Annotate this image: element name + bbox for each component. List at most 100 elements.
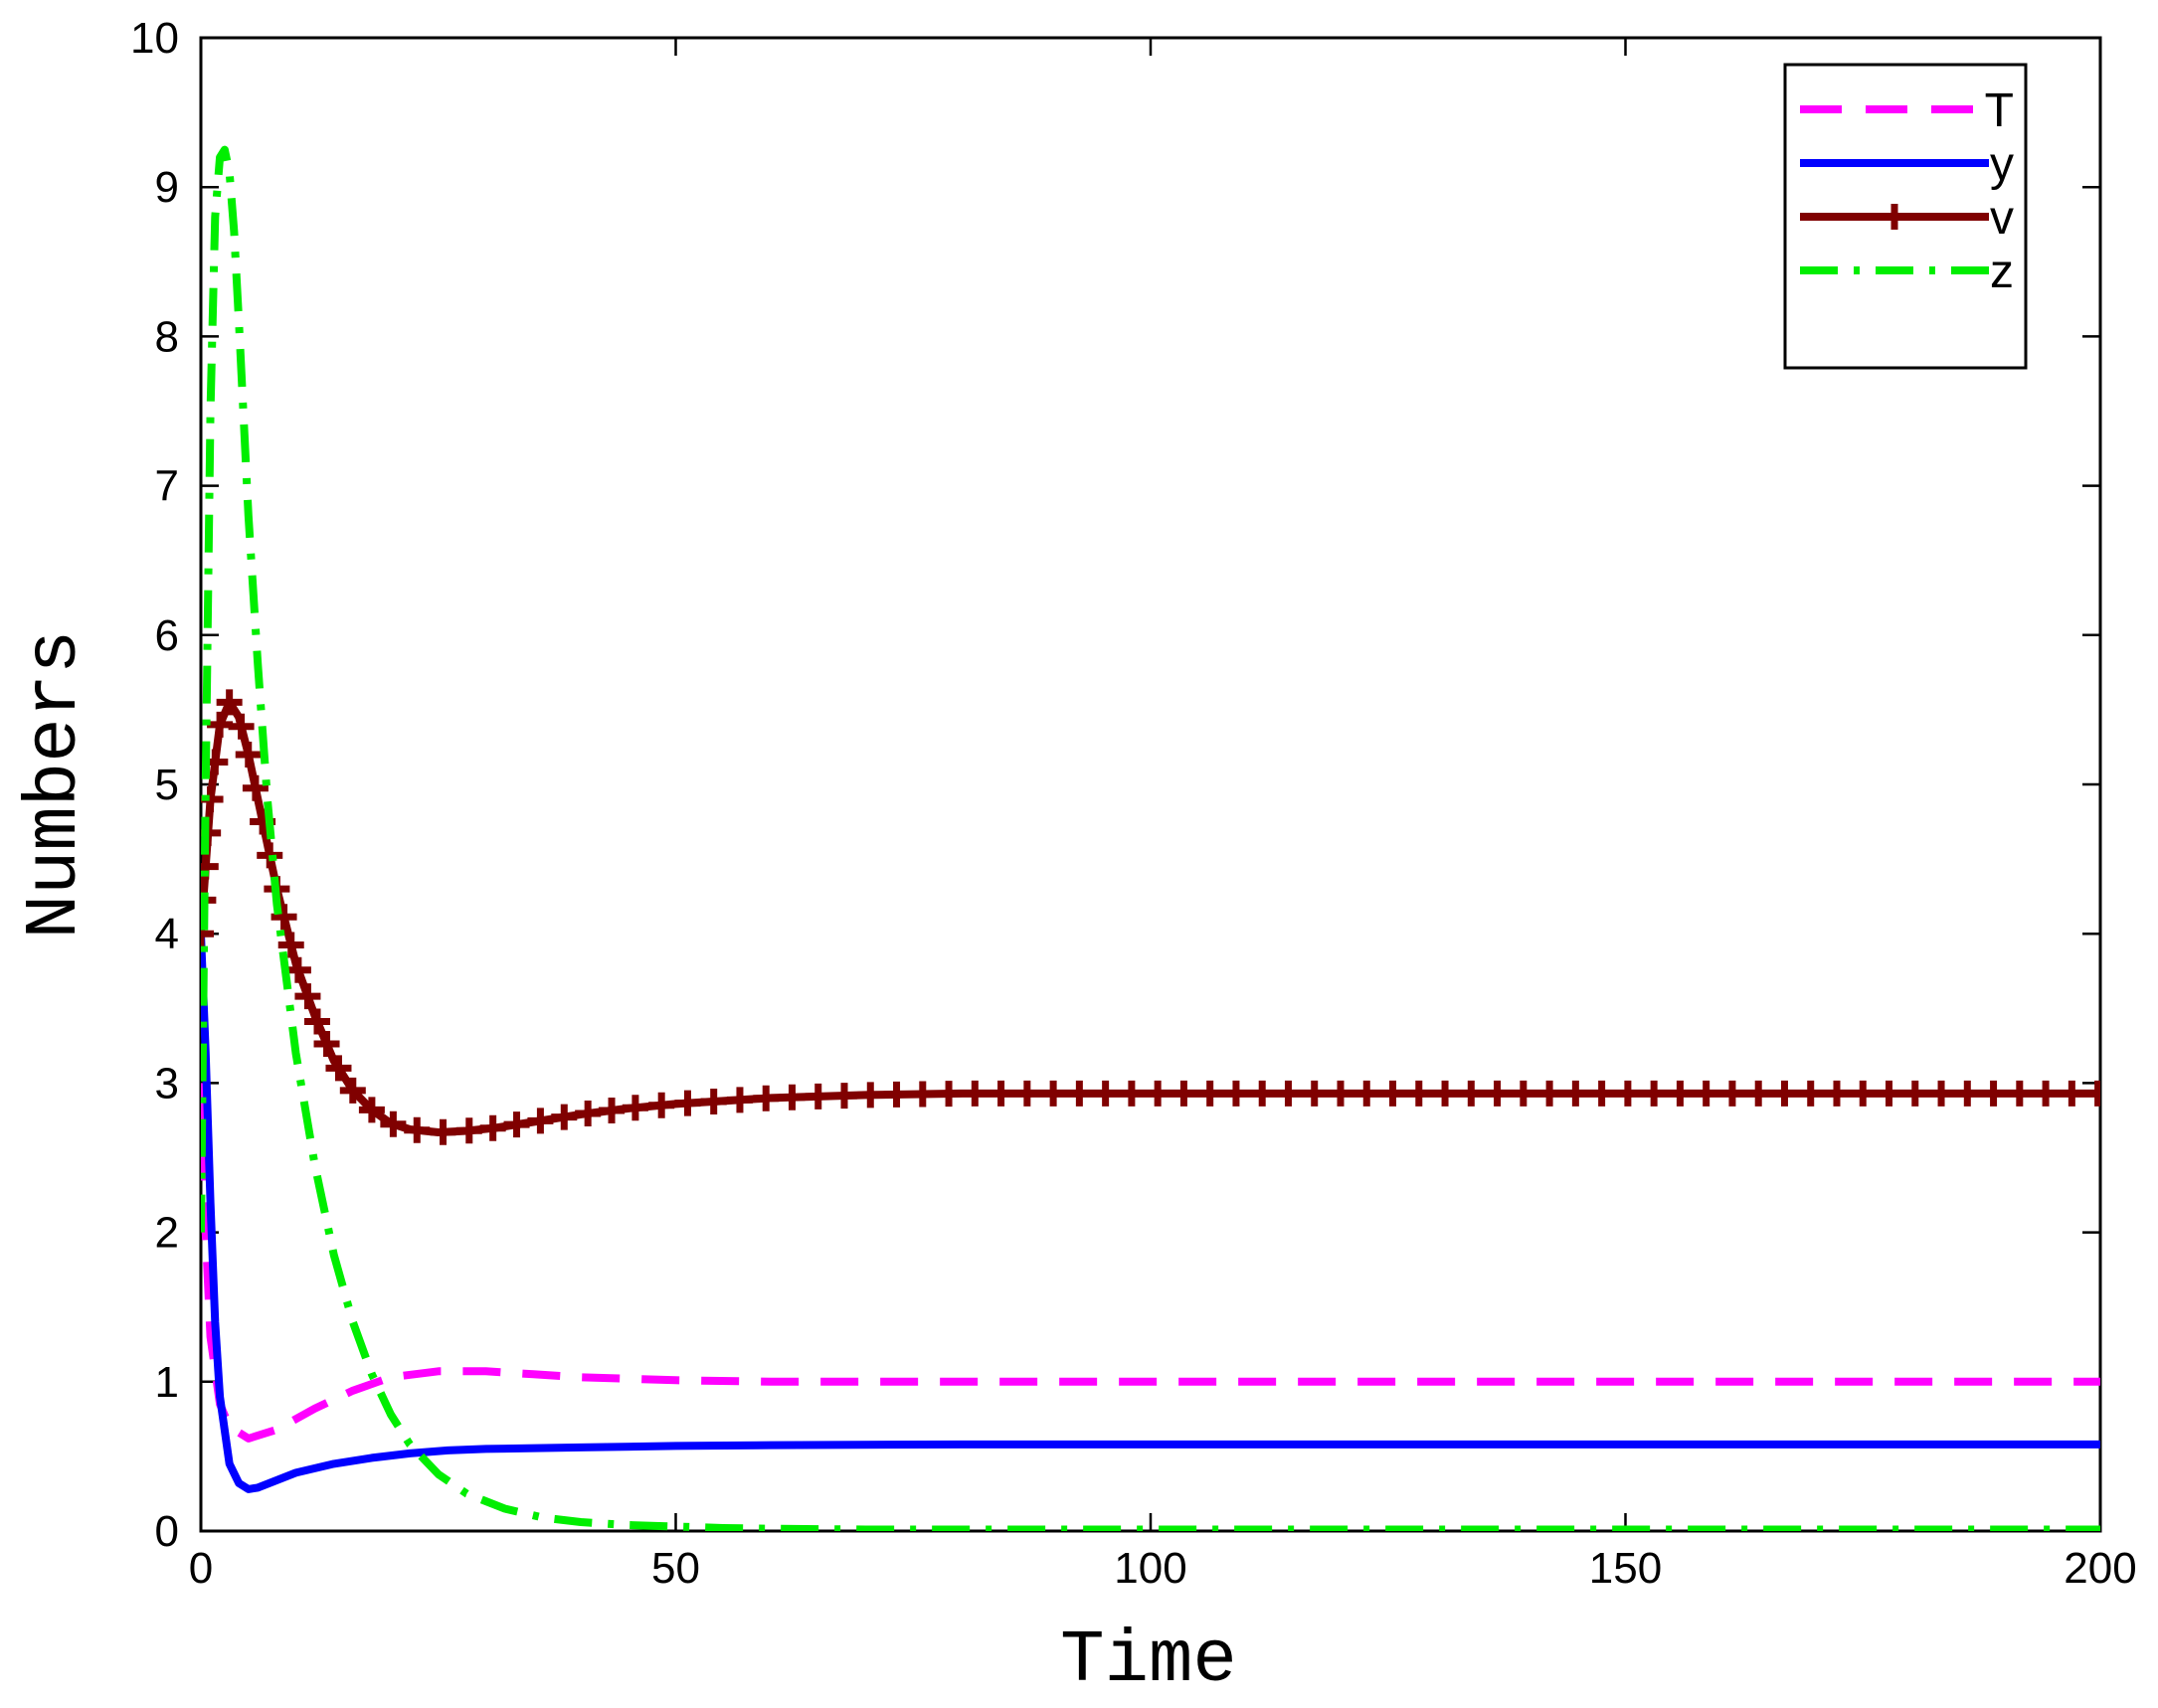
marker-v	[339, 1077, 366, 1104]
marker-v	[1118, 1080, 1145, 1107]
marker-v	[1301, 1080, 1328, 1107]
marker-v	[1040, 1080, 1067, 1107]
marker-v	[1013, 1080, 1040, 1107]
marker-v	[1980, 1080, 2007, 1107]
marker-v	[1328, 1080, 1353, 1107]
marker-v	[1614, 1080, 1641, 1107]
y-tick-label: 1	[155, 1358, 179, 1407]
marker-v	[936, 1081, 963, 1108]
marker-v	[962, 1080, 989, 1107]
marker-v	[1353, 1080, 1380, 1107]
marker-v	[235, 741, 262, 768]
marker-v	[1641, 1080, 1668, 1107]
marker-v	[1562, 1080, 1589, 1107]
marker-v	[313, 1030, 340, 1057]
y-tick-label: 2	[155, 1209, 179, 1258]
marker-v	[1458, 1080, 1485, 1107]
marker-v	[1745, 1080, 1772, 1107]
marker-v	[857, 1082, 884, 1109]
series-lines	[201, 145, 2100, 1531]
marker-v	[284, 956, 311, 983]
marker-v	[527, 1108, 554, 1134]
series-line-z	[201, 145, 2100, 1531]
marker-v	[779, 1084, 806, 1110]
marker-v	[753, 1085, 780, 1111]
y-tick-label: 6	[155, 611, 179, 660]
axis-tick-labels: 0 50 100 150 200 0 1 2 3 4 5 6 7 8 9 10	[130, 14, 2137, 1593]
marker-v	[551, 1104, 578, 1130]
marker-v	[1249, 1080, 1276, 1107]
marker-v	[700, 1089, 727, 1115]
marker-v	[228, 713, 255, 740]
marker-v	[2006, 1080, 2033, 1107]
marker-v	[242, 774, 269, 801]
marker-v	[988, 1080, 1014, 1107]
marker-v	[1588, 1080, 1615, 1107]
marker-v	[674, 1090, 701, 1116]
legend-label-z: z	[1990, 246, 2014, 298]
x-tick-label: 0	[189, 1544, 213, 1593]
x-tick-label: 100	[1114, 1544, 1186, 1593]
marker-v	[831, 1083, 858, 1110]
marker-v	[1928, 1080, 1955, 1107]
marker-v	[430, 1118, 456, 1145]
marker-v	[1170, 1080, 1197, 1107]
marker-v	[1536, 1080, 1563, 1107]
marker-v	[2059, 1080, 2085, 1107]
marker-v	[909, 1081, 936, 1108]
marker-v	[1901, 1080, 1928, 1107]
marker-v	[358, 1097, 385, 1123]
series-markers-v	[201, 689, 2100, 1145]
marker-v	[1693, 1080, 1719, 1107]
series-line-y	[201, 934, 2100, 1493]
marker-v	[503, 1111, 530, 1138]
marker-v	[1797, 1080, 1824, 1107]
marker-v	[1667, 1080, 1694, 1107]
x-tick-label: 50	[651, 1544, 700, 1593]
y-tick-label: 4	[155, 910, 179, 958]
marker-v	[277, 932, 304, 958]
marker-v	[2033, 1080, 2060, 1107]
marker-v	[1432, 1080, 1459, 1107]
marker-v	[1954, 1080, 1981, 1107]
marker-v	[270, 904, 297, 931]
marker-v	[1145, 1080, 1171, 1107]
marker-v	[1718, 1080, 1745, 1107]
marker-v	[325, 1055, 352, 1082]
y-tick-label: 3	[155, 1059, 179, 1108]
legend-label-v: v	[1990, 192, 2014, 245]
x-tick-label: 200	[2064, 1544, 2136, 1593]
marker-v	[1379, 1080, 1406, 1107]
marker-v	[648, 1092, 675, 1118]
marker-v	[1222, 1080, 1249, 1107]
legend-marker-v	[1882, 204, 1907, 230]
marker-v	[883, 1081, 910, 1108]
marker-v	[2084, 1080, 2100, 1107]
x-tick-label: 150	[1589, 1544, 1662, 1593]
marker-v	[201, 921, 214, 947]
marker-v	[380, 1110, 407, 1137]
legend-label-y: y	[1990, 138, 2014, 191]
y-tick-label: 9	[155, 163, 179, 212]
marker-v	[805, 1083, 831, 1110]
marker-v	[622, 1095, 648, 1121]
marker-v	[1405, 1080, 1432, 1107]
marker-v	[1850, 1080, 1877, 1107]
y-tick-label: 7	[155, 462, 179, 511]
x-axis-title: Time	[1060, 1620, 1237, 1703]
y-tick-label: 0	[155, 1507, 179, 1556]
marker-v	[1771, 1080, 1798, 1107]
marker-v	[599, 1098, 626, 1124]
marker-v	[1275, 1080, 1302, 1107]
y-tick-label: 10	[130, 14, 179, 63]
y-axis-title: Numbers	[14, 630, 97, 939]
y-tick-label: 8	[155, 312, 179, 361]
marker-v	[404, 1116, 431, 1143]
marker-v	[1484, 1080, 1511, 1107]
marker-v	[1092, 1080, 1119, 1107]
marker-v	[575, 1101, 602, 1127]
marker-v	[1823, 1080, 1850, 1107]
marker-v	[726, 1087, 753, 1113]
